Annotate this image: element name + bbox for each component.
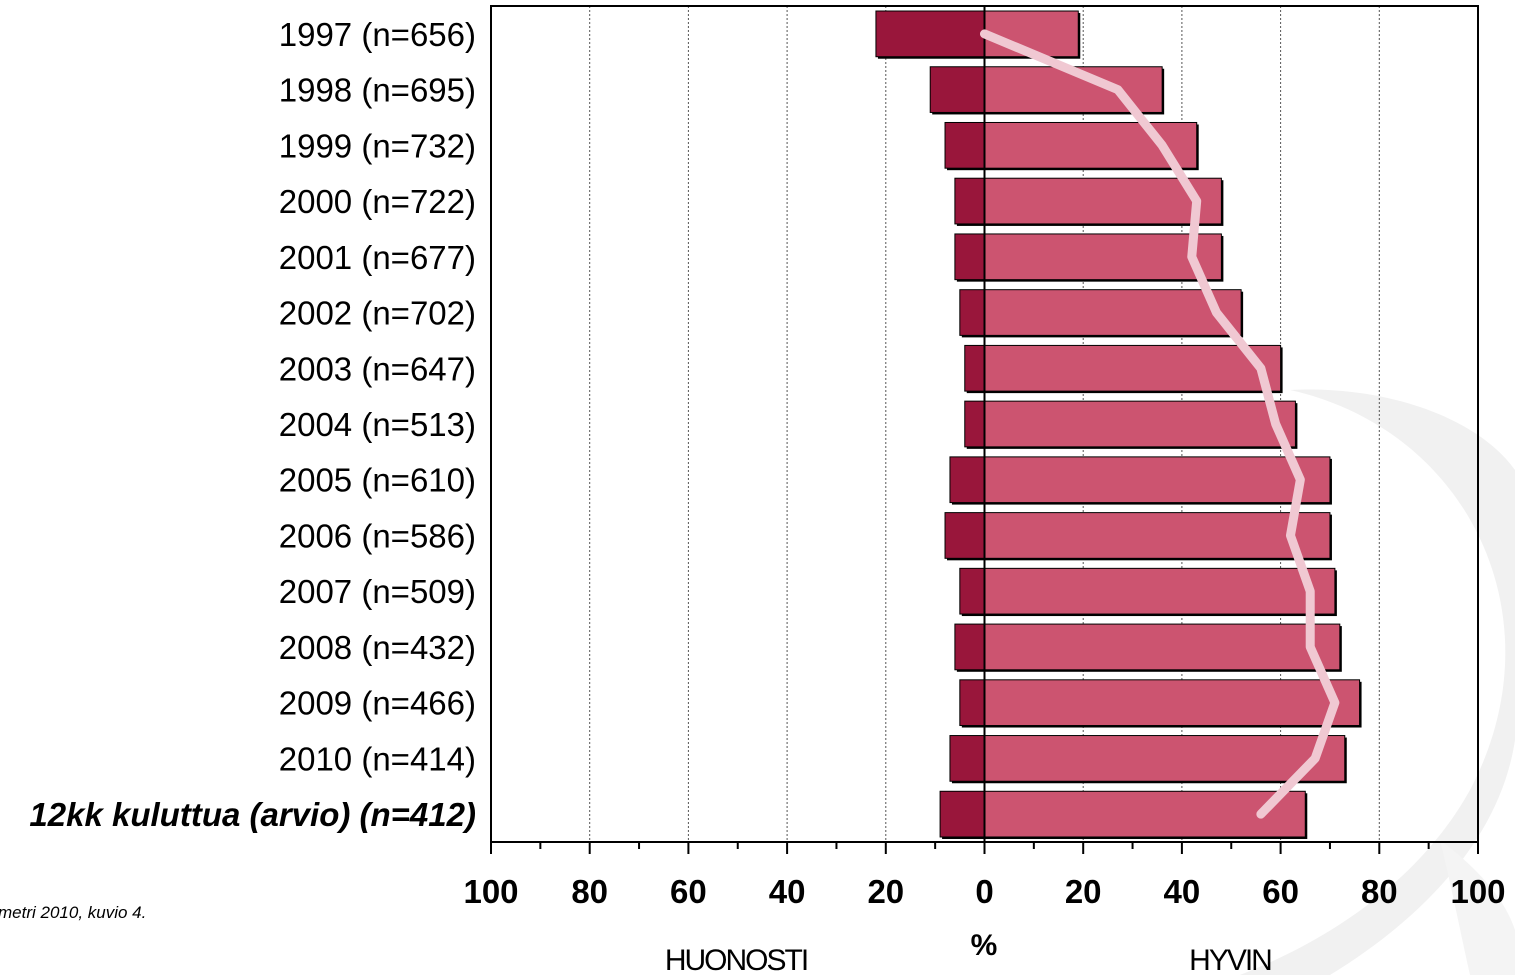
bar-hyvin	[984, 567, 1336, 615]
bar-huonosti	[929, 66, 986, 113]
category-label: 2008 (n=432)	[279, 629, 476, 666]
category-label: 2001 (n=677)	[279, 239, 476, 276]
bar-hyvin	[984, 233, 1222, 281]
x-tick-label: 80	[1361, 873, 1398, 910]
category-label: 2006 (n=586)	[279, 517, 476, 554]
bar-hyvin	[984, 456, 1331, 504]
bar-hyvin	[984, 400, 1296, 448]
bar-huonosti	[875, 10, 985, 58]
bar-huonosti	[954, 177, 986, 225]
bar-huonosti	[964, 400, 986, 448]
bar-huonosti	[959, 679, 986, 727]
x-axis-ticks	[490, 842, 1479, 854]
bar-huonosti	[959, 289, 986, 336]
left-label: HUONOSTI	[665, 944, 807, 975]
x-tick-label: 40	[769, 873, 806, 910]
bar-huonosti	[939, 790, 986, 838]
x-tick-label: 60	[670, 873, 707, 910]
bar-hyvin	[984, 623, 1341, 671]
category-label: 2007 (n=509)	[279, 573, 476, 610]
bar-hyvin	[984, 512, 1331, 559]
x-tick-label: 80	[571, 873, 608, 910]
category-label: 2000 (n=722)	[279, 183, 476, 220]
x-axis-unit-label: %	[971, 929, 998, 962]
category-label: 2003 (n=647)	[279, 350, 476, 387]
category-labels: 1997 (n=656) 1998 (n=695) 1999 (n=732) 2000…	[29, 16, 476, 833]
bar-huonosti	[954, 233, 986, 281]
bar-huonosti	[959, 567, 986, 615]
x-tick-label: 100	[463, 873, 518, 910]
category-label: 2010 (n=414)	[279, 740, 476, 777]
category-label: 2009 (n=466)	[279, 685, 476, 722]
x-axis-tick-labels: 100 80 60 40 20 0 20 40 60 80 100	[463, 873, 1505, 910]
trend-line	[980, 29, 1340, 819]
x-tick-label: 20	[1065, 873, 1102, 910]
x-tick-label: 0	[975, 873, 993, 910]
bar-huonosti	[944, 512, 986, 559]
bars	[875, 10, 1362, 839]
bar-huonosti	[954, 623, 986, 671]
bar-hyvin	[984, 344, 1282, 392]
category-label: 1999 (n=732)	[279, 127, 476, 164]
bar-hyvin	[984, 289, 1242, 336]
category-label: 2005 (n=610)	[279, 462, 476, 499]
category-label: 2002 (n=702)	[279, 295, 476, 332]
x-tick-label: 100	[1450, 873, 1505, 910]
bar-huonosti	[944, 121, 986, 169]
category-label: 1997 (n=656)	[279, 16, 476, 53]
x-tick-label: 60	[1262, 873, 1299, 910]
bar-hyvin	[984, 679, 1361, 727]
bar-huonosti	[964, 344, 986, 392]
source-note: metri 2010, kuvio 4.	[0, 903, 146, 922]
bar-huonosti	[949, 735, 986, 782]
category-label: 1998 (n=695)	[279, 72, 476, 109]
bar-huonosti	[949, 456, 986, 504]
x-tick-label: 40	[1164, 873, 1201, 910]
bar-hyvin	[984, 177, 1222, 225]
right-label: HYVIN	[1189, 944, 1271, 975]
category-label: 2004 (n=513)	[279, 406, 476, 443]
bar-hyvin	[984, 735, 1346, 782]
x-tick-label: 20	[867, 873, 904, 910]
category-label: 12kk kuluttua (arvio) (n=412)	[29, 796, 476, 833]
watermark-swoosh	[1240, 389, 1515, 975]
